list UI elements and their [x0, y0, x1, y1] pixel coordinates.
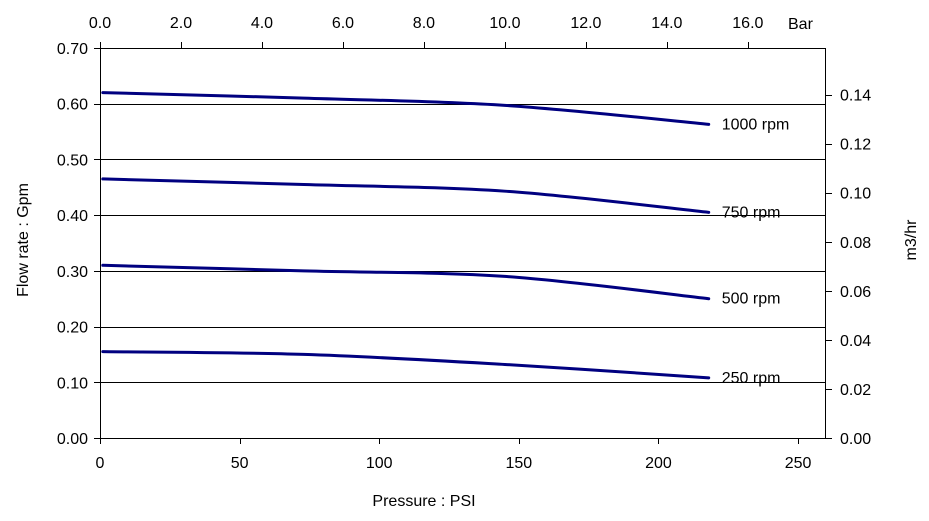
tick-labels: 0 50 100 150 200 250 0.0 2.0 4.0 6.0 8.0 10.0 12.0 14… [57, 15, 871, 472]
x-tick-label: 200 [645, 455, 672, 472]
x2-tick-label: 12.0 [570, 15, 601, 32]
y2-tick-label: 0.00 [840, 431, 871, 448]
series-line-1 [101, 91, 711, 126]
series-label: 1000 rpm [722, 116, 790, 133]
x2-tick-label: 10.0 [489, 15, 520, 32]
x-tick-label: 150 [505, 455, 532, 472]
x-tick-label: 0 [96, 455, 105, 472]
gridlines [100, 48, 826, 383]
y-tick-label: 0.40 [57, 208, 88, 225]
y2-tick-label: 0.12 [840, 137, 871, 154]
y2-tick-label: 0.10 [840, 186, 871, 203]
series-label: 500 rpm [722, 291, 781, 308]
y-tick-label: 0.30 [57, 264, 88, 281]
series-label: 250 rpm [722, 370, 781, 387]
series-line-4 [101, 350, 711, 380]
x2-tick-label: 4.0 [251, 15, 273, 32]
y2-tick-label: 0.14 [840, 88, 871, 105]
x2-tick-label: 14.0 [651, 15, 682, 32]
series-line-3 [101, 263, 711, 301]
y-axis-title: Flow rate : Gpm [15, 183, 32, 297]
y2-axis-title: m3/hr [903, 219, 920, 261]
y2-tick-label: 0.04 [840, 333, 871, 350]
axes [94, 42, 832, 444]
x2-tick-label: 16.0 [732, 15, 763, 32]
y2-tick-label: 0.02 [840, 382, 871, 399]
y-tick-label: 0.70 [57, 41, 88, 58]
y2-tick-label: 0.08 [840, 235, 871, 252]
x2-tick-label: 0.0 [89, 15, 111, 32]
y-tick-label: 0.00 [57, 431, 88, 448]
x-tick-label: 50 [231, 455, 249, 472]
series-labels: 1000 rpm 750 rpm 500 rpm 250 rpm [722, 116, 790, 387]
y-tick-label: 0.20 [57, 320, 88, 337]
x-tick-label: 250 [785, 455, 812, 472]
y2-tick-label: 0.06 [840, 284, 871, 301]
x2-tick-label: 8.0 [413, 15, 435, 32]
series-line-2 [101, 177, 711, 214]
x2-axis-unit: Bar [788, 16, 814, 33]
x2-tick-label: 6.0 [332, 15, 354, 32]
x-axis-title: Pressure : PSI [372, 493, 475, 510]
x2-tick-label: 2.0 [170, 15, 192, 32]
y-tick-label: 0.50 [57, 152, 88, 169]
x-tick-label: 100 [366, 455, 393, 472]
y-tick-label: 0.10 [57, 375, 88, 392]
series-lines [101, 91, 711, 380]
y-tick-label: 0.60 [57, 97, 88, 114]
series-label: 750 rpm [722, 204, 781, 221]
